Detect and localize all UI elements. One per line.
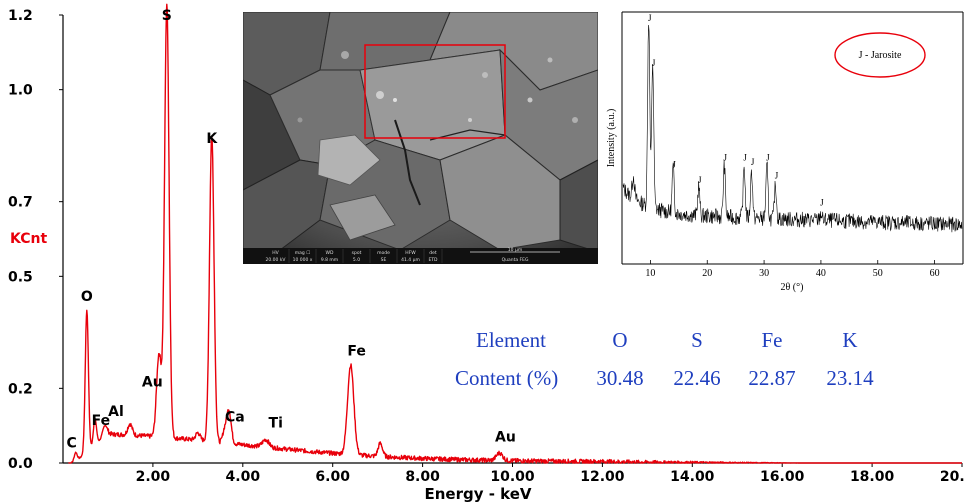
eds-x-tick-label: 2.00 <box>136 469 171 485</box>
sem-info-head: HV <box>272 250 279 256</box>
eds-peak-label: K <box>206 131 218 147</box>
eds-peak-label: S <box>162 8 172 24</box>
xrd-legend-text: J - Jarosite <box>859 50 902 61</box>
eds-x-tick-label: 10.00 <box>490 469 535 485</box>
xrd-x-axis-label: 2θ (°) <box>781 282 804 293</box>
sem-info-value: 5.0 <box>353 257 360 263</box>
eds-peak-label: C <box>66 436 76 452</box>
sem-info-value: 10 000 x <box>293 257 313 263</box>
eds-peak-label: Fe <box>92 413 111 429</box>
eds-spectrum-line <box>68 3 962 464</box>
eds-peak-label: Ca <box>225 409 245 425</box>
xrd-peak-label: J <box>652 58 656 68</box>
xrd-peak-label: J <box>820 198 824 208</box>
xrd-pattern-line <box>622 24 963 233</box>
sem-crystal-facets <box>243 12 598 253</box>
xrd-x-tick-label: 30 <box>759 268 769 279</box>
xrd-y-axis-label: Intensity (a.u.) <box>606 109 617 168</box>
eds-x-tick-label: 18.00 <box>850 469 895 485</box>
eds-y-tick-label: 1.2 <box>8 8 33 24</box>
xrd-peak-label: J <box>698 175 702 185</box>
eds-x-tick-label: 14.00 <box>670 469 715 485</box>
composition-table: Element Content (%) O S Fe K 30.48 22.46… <box>455 328 874 390</box>
element-o: O <box>612 328 627 352</box>
xrd-peak-label: J <box>672 159 676 169</box>
eds-x-ticks: 2.00 4.00 6.00 8.00 10.00 12.00 14.00 16.00 18.0… <box>136 463 965 485</box>
eds-x-tick-label: 6.00 <box>315 469 350 485</box>
eds-y-tick-label: 0.7 <box>8 195 33 211</box>
sem-selection-box <box>364 44 506 139</box>
eds-peak-label: Al <box>108 404 124 420</box>
eds-peak-label: Fe <box>347 343 366 359</box>
eds-x-tick-label: 12.00 <box>580 469 625 485</box>
eds-peak-label: Au <box>142 375 163 391</box>
xrd-peak-label: J <box>775 171 779 181</box>
xrd-plot-area <box>622 12 963 264</box>
xrd-legend-ellipse <box>834 32 926 78</box>
eds-y-tick-label: 0.5 <box>8 269 33 285</box>
xrd-peak-label: J <box>648 13 652 23</box>
sem-info-head: mag ☐ <box>295 250 310 256</box>
eds-x-axis-label: Energy - keV <box>424 485 531 502</box>
eds-peak-label: Au <box>495 430 516 446</box>
content-s: 22.46 <box>673 366 720 390</box>
eds-y-axis-label: KCnt <box>10 231 47 247</box>
sem-scale-label: 10 μm <box>508 247 522 253</box>
xrd-x-tick-label: 20 <box>702 268 712 279</box>
sem-info-value: 9.8 mm <box>321 257 338 263</box>
sem-info-head: WD <box>326 250 334 256</box>
sem-info-head: mode <box>377 250 390 256</box>
element-s: S <box>691 328 703 352</box>
eds-y-tick-label: 1.0 <box>8 83 33 99</box>
xrd-x-tick-label: 10 <box>645 268 655 279</box>
element-k: K <box>842 328 857 352</box>
eds-x-tick-label: 4.00 <box>226 469 261 485</box>
composition-content-header: Content (%) <box>455 366 558 390</box>
content-fe: 22.87 <box>748 366 795 390</box>
eds-y-ticks: 0.0 0.2 0.5 0.7 1.0 1.2 <box>8 8 63 472</box>
eds-x-tick-label: 20.00 <box>940 469 965 485</box>
sem-info-head: HFW <box>405 250 416 256</box>
element-fe: Fe <box>762 328 783 352</box>
sem-info-head: det <box>429 250 437 256</box>
content-o: 30.48 <box>596 366 643 390</box>
sem-info-value: 41.4 μm <box>401 257 420 263</box>
xrd-peak-label: J <box>724 153 728 163</box>
sem-info-head: spot <box>352 250 362 256</box>
xrd-x-tick-label: 50 <box>873 268 883 279</box>
sem-info-value: ETD <box>428 257 438 263</box>
eds-x-tick-label: 16.00 <box>760 469 805 485</box>
content-k: 23.14 <box>826 366 874 390</box>
composition-element-header: Element <box>476 328 546 352</box>
xrd-peak-label: J <box>743 153 747 163</box>
eds-y-tick-label: 0.0 <box>8 456 33 472</box>
xrd-x-tick-label: 60 <box>930 268 940 279</box>
xrd-x-tick-label: 40 <box>816 268 826 279</box>
xrd-x-ticks: 10 20 30 40 50 60 <box>645 260 940 279</box>
eds-y-tick-label: 0.2 <box>8 381 33 397</box>
xrd-peak-label: J <box>751 157 755 167</box>
eds-peak-label: O <box>81 289 93 305</box>
eds-peak-label: Ti <box>269 416 283 432</box>
xrd-pattern: 10 20 30 40 50 60 Intensity (a.u.) 2θ (°) JJJ… <box>606 11 964 293</box>
sem-info-value: 20.00 kV <box>266 257 287 263</box>
sem-instrument: Quanta FEG <box>502 257 529 263</box>
sem-info-value: SE <box>381 257 387 263</box>
eds-x-tick-label: 8.00 <box>405 469 440 485</box>
xrd-peak-label: J <box>766 153 770 163</box>
